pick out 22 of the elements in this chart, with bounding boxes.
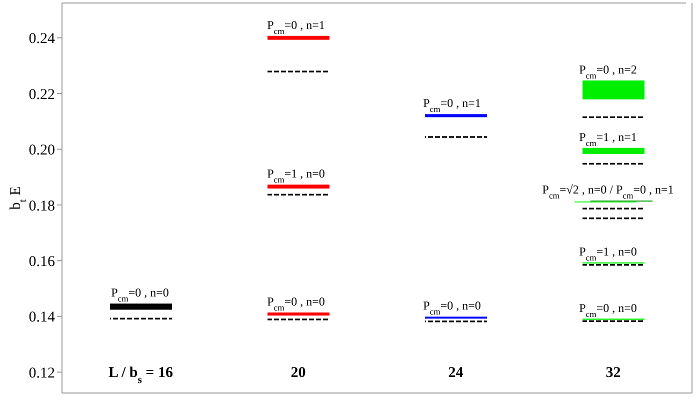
y-tick-label: 0.18 xyxy=(28,198,55,214)
annotation: P$_{cm}$=0 , n=1 xyxy=(267,18,325,36)
y-tick-label: 0.12 xyxy=(28,365,55,382)
y-tick-label: 0.24 xyxy=(28,31,56,48)
y-tick-label: 0.16 xyxy=(28,254,56,270)
annotation: P$_{cm}$=0 , n=0 xyxy=(111,286,169,304)
y-tick-label: 0.20 xyxy=(28,142,55,159)
annotation: P$_{cm}$=1 , n=0 xyxy=(579,244,637,262)
annotation: P$_{cm}$=0 , n=0 xyxy=(579,300,637,319)
annotation: P$_{cm}$=0 , n=0 xyxy=(267,294,325,312)
x-tick-label: 32 xyxy=(606,365,621,382)
annotation: P$_{cm}$=0 , n=1 xyxy=(423,96,481,114)
x-tick-label: 24 xyxy=(448,365,464,382)
x-tick-label: L / b$_{s}$ = 16 xyxy=(108,365,174,386)
annotation: P$_{cm}$=1 , n=1 xyxy=(579,130,637,148)
y-tick-label: 0.14 xyxy=(28,310,56,326)
x-tick-label: 20 xyxy=(290,365,306,382)
annotation: P$_{cm}$=1 , n=0 xyxy=(267,166,325,185)
annotation: P$_{cm}$=0 , n=0 xyxy=(423,298,481,317)
y-tick-label: 0.22 xyxy=(28,86,55,103)
annotation: P$_{cm}$=0 , n=2 xyxy=(579,62,637,80)
annotation: P$_{cm}$=√2 , n=0 / P$_{cm}$=0 , n=1 xyxy=(542,182,674,201)
